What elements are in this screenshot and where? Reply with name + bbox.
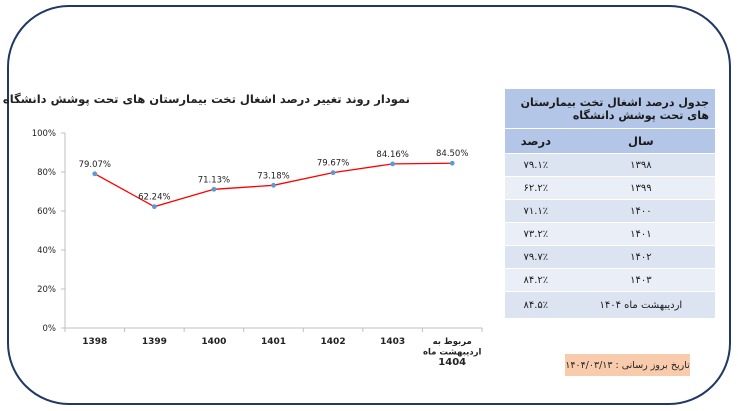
x-tick-label: 1403 bbox=[380, 337, 405, 347]
y-tick-label: 20% bbox=[37, 285, 56, 295]
table-row: ۱۴۰۱ ۷۳.۲٪ bbox=[505, 222, 715, 246]
table-cell-percent: ۸۴.۵٪ bbox=[505, 291, 567, 318]
x-tick-label: 1402 bbox=[321, 337, 346, 347]
table-cell-year: اردیبهشت ماه ۱۴۰۴ bbox=[566, 291, 715, 318]
y-tick-label: 60% bbox=[37, 207, 56, 217]
table-row: اردیبهشت ماه ۱۴۰۴ ۸۴.۵٪ bbox=[505, 291, 715, 318]
y-tick-label: 100% bbox=[32, 129, 56, 139]
data-label: 84.16% bbox=[376, 150, 408, 160]
table-row: ۱۴۰۰ ۷۱.۱٪ bbox=[505, 199, 715, 223]
table-cell-percent: ۷۹.۷٪ bbox=[505, 245, 567, 269]
table-cell-percent: ۷۱.۱٪ bbox=[505, 199, 567, 223]
table-row: ۱۳۹۸ ۷۹.۱٪ bbox=[505, 153, 715, 177]
data-point bbox=[330, 170, 336, 176]
occupancy-table: جدول درصد اشغال تخت بیمارستان های تحت پو… bbox=[505, 89, 715, 318]
table-row: ۱۴۰۲ ۷۹.۷٪ bbox=[505, 245, 715, 269]
y-tick-label: 80% bbox=[37, 168, 56, 178]
data-point bbox=[151, 204, 157, 210]
table-cell-percent: ۸۴.۲٪ bbox=[505, 268, 567, 292]
table-row: ۱۴۰۳ ۸۴.۲٪ bbox=[505, 268, 715, 292]
data-point bbox=[271, 182, 276, 188]
table-cell-percent: ۷۳.۲٪ bbox=[505, 222, 567, 246]
x-tick-label: اردیبهشت ماه bbox=[423, 348, 482, 358]
table-row: ۱۳۹۹ ۶۲.۲٪ bbox=[505, 176, 715, 200]
data-label: 62.24% bbox=[138, 193, 170, 203]
table-cell-percent: ۶۲.۲٪ bbox=[505, 176, 567, 200]
data-label: 73.18% bbox=[257, 171, 289, 181]
data-label: 84.50% bbox=[436, 149, 468, 159]
data-label: 79.07% bbox=[79, 160, 111, 170]
data-label: 71.13% bbox=[198, 175, 230, 185]
table-cell-percent: ۷۹.۱٪ bbox=[505, 153, 567, 177]
table-cell-year: ۱۴۰۰ bbox=[566, 199, 715, 223]
table-cell-year: ۱۴۰۳ bbox=[566, 268, 715, 292]
y-tick-label: 40% bbox=[37, 246, 56, 256]
x-tick-label: 1400 bbox=[201, 337, 226, 347]
table-title: جدول درصد اشغال تخت بیمارستان های تحت پو… bbox=[505, 89, 715, 129]
data-point bbox=[92, 171, 98, 177]
x-tick-label: 1398 bbox=[82, 337, 107, 347]
table-cell-year: ۱۴۰۲ bbox=[566, 245, 715, 269]
y-tick-label: 0% bbox=[43, 324, 57, 334]
outer-frame bbox=[7, 5, 731, 405]
data-point bbox=[449, 160, 455, 166]
table-cell-year: ۱۳۹۹ bbox=[566, 176, 715, 200]
table-cell-year: ۱۳۹۸ bbox=[566, 153, 715, 177]
data-point bbox=[211, 186, 217, 192]
chart-title: نمودار روند تغییر درصد اشغال تخت بیمارست… bbox=[2, 92, 410, 106]
column-header-year: سال bbox=[566, 128, 715, 154]
column-header-percent: درصد bbox=[505, 128, 567, 154]
x-tick-label: 1401 bbox=[261, 337, 286, 347]
x-tick-label: مربوط به bbox=[433, 337, 472, 347]
data-point bbox=[390, 161, 396, 167]
x-tick-label: 1399 bbox=[142, 337, 167, 347]
data-label: 79.67% bbox=[317, 159, 349, 169]
x-tick-label: 1404 bbox=[438, 357, 466, 368]
update-date-note: تاریخ بروز رسانی : ۱۴۰۴/۰۳/۱۳ bbox=[565, 354, 690, 376]
table-cell-year: ۱۴۰۱ bbox=[566, 222, 715, 246]
